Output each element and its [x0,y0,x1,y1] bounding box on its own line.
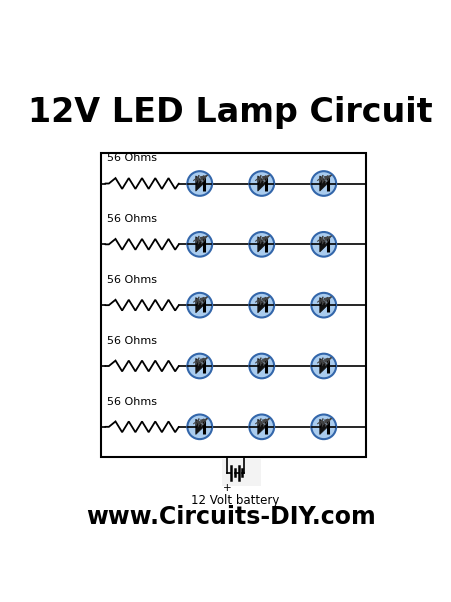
Circle shape [187,293,212,317]
Polygon shape [196,358,204,374]
Bar [101,153,366,458]
Circle shape [311,171,336,196]
Polygon shape [258,419,266,435]
Polygon shape [320,237,328,252]
Polygon shape [320,419,328,435]
Circle shape [311,293,336,317]
Circle shape [187,232,212,256]
Polygon shape [320,297,328,313]
Text: 12 Volt battery: 12 Volt battery [191,494,280,507]
Polygon shape [258,358,266,374]
Polygon shape [196,297,204,313]
Text: 56 Ohms: 56 Ohms [107,275,157,285]
Polygon shape [196,176,204,191]
Circle shape [311,415,336,439]
Circle shape [187,171,212,196]
Circle shape [249,353,274,378]
Circle shape [249,232,274,256]
Circle shape [311,353,336,378]
Polygon shape [258,237,266,252]
Bar [222,459,261,486]
Text: 56 Ohms: 56 Ohms [107,336,157,346]
Text: 56 Ohms: 56 Ohms [107,214,157,225]
Text: 12V LED Lamp Circuit: 12V LED Lamp Circuit [28,96,433,129]
Polygon shape [196,237,204,252]
Circle shape [187,353,212,378]
Text: www.Circuits-DIY.com: www.Circuits-DIY.com [86,504,376,529]
Polygon shape [258,176,266,191]
Circle shape [187,415,212,439]
Polygon shape [320,358,328,374]
Text: 56 Ohms: 56 Ohms [107,154,157,163]
Text: 56 Ohms: 56 Ohms [107,397,157,407]
Polygon shape [258,297,266,313]
Circle shape [311,232,336,256]
Circle shape [249,171,274,196]
Polygon shape [320,176,328,191]
Circle shape [249,415,274,439]
Polygon shape [196,419,204,435]
Text: +: + [222,483,231,492]
Circle shape [249,293,274,317]
